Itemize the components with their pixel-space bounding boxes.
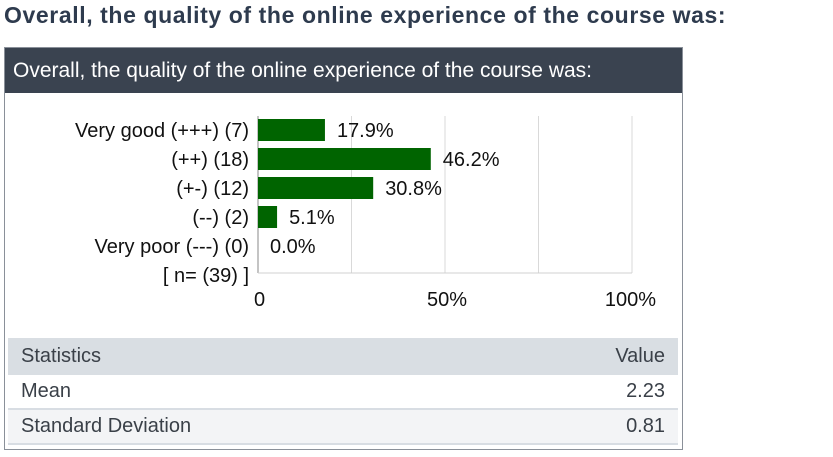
data-label: 46.2%: [443, 149, 500, 171]
stats-header-value: Value: [615, 345, 665, 367]
statistics-table: Statistics Value Mean 2.23 Standard Devi…: [8, 338, 678, 445]
data-label: 0.0%: [270, 236, 316, 258]
stats-row-label: Standard Deviation: [21, 415, 192, 437]
stats-row-value: 2.23: [626, 380, 665, 402]
bar: [258, 177, 374, 199]
data-label: 17.9%: [337, 120, 394, 142]
category-label: Very poor (---) (0): [95, 236, 249, 258]
sample-size-label: [ n= (39) ]: [163, 265, 249, 287]
category-label: (+-) (12): [176, 178, 249, 200]
x-tick-label: 50%: [427, 289, 467, 311]
page-title: Overall, the quality of the online exper…: [4, 2, 727, 28]
stats-row-label: Mean: [21, 380, 72, 402]
bar: [258, 206, 278, 228]
bar: [258, 148, 431, 170]
x-tick-label: 100%: [605, 289, 656, 311]
question-panel: Overall, the quality of the online exper…: [4, 47, 683, 450]
stats-row-mean: Mean 2.23: [8, 375, 678, 410]
category-label: (++) (18): [171, 149, 249, 171]
stats-row-std-dev: Standard Deviation 0.81: [8, 410, 678, 445]
category-label: Very good (+++) (7): [75, 120, 249, 142]
x-tick-label: 0: [254, 289, 265, 311]
bar-chart: Very good (+++) (7) 17.9% (++) (18) 46.2% (+…: [75, 116, 656, 311]
stats-header-label: Statistics: [21, 345, 102, 367]
data-label: 30.8%: [385, 178, 442, 200]
category-label: (--) (2): [192, 207, 249, 229]
stats-header-row: Statistics Value: [8, 338, 678, 375]
stats-row-value: 0.81: [626, 415, 665, 437]
bar: [258, 119, 325, 141]
data-label: 5.1%: [289, 207, 335, 229]
panel-header: Overall, the quality of the online exper…: [5, 48, 682, 93]
